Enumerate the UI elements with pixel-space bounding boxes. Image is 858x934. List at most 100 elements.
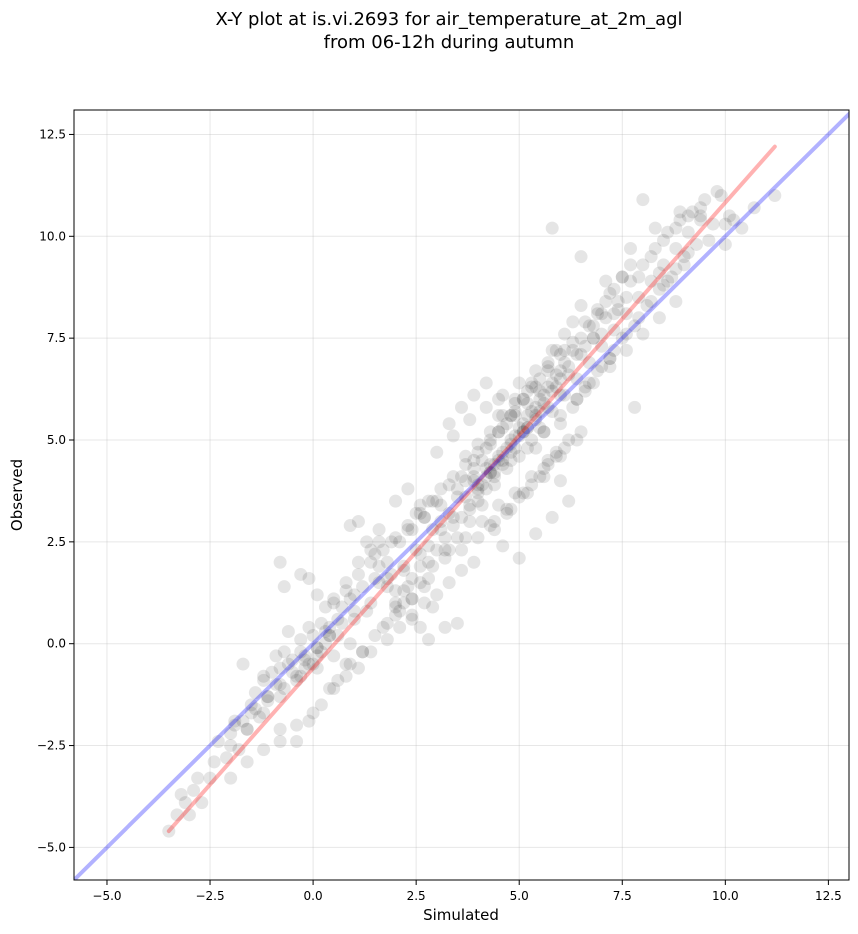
scatter-point — [479, 441, 493, 455]
scatter-point — [438, 543, 452, 557]
scatter-point — [533, 421, 547, 435]
scatter-point — [360, 535, 374, 549]
scatter-point — [389, 531, 403, 545]
scatter-point — [351, 567, 365, 581]
scatter-point — [644, 274, 658, 288]
scatter-point — [586, 331, 600, 345]
scatter-point — [310, 588, 324, 602]
scatter-point — [248, 702, 262, 716]
scatter-point — [187, 783, 201, 797]
scatter-point — [467, 388, 481, 402]
scatter-point — [343, 657, 357, 671]
scatter-point — [529, 380, 543, 394]
scatter-point — [768, 189, 782, 203]
scatter-point — [372, 535, 386, 549]
scatter-point — [294, 669, 308, 683]
scatter-point — [525, 404, 539, 418]
x-tick-label: 12.5 — [815, 889, 842, 903]
scatter-point — [537, 462, 551, 476]
scatter-point — [182, 808, 196, 822]
one-to-one-line — [74, 112, 849, 880]
scatter-point — [257, 743, 271, 757]
scatter-point — [537, 470, 551, 484]
scatter-point — [426, 600, 440, 614]
scatter-point — [380, 572, 394, 586]
scatter-point — [475, 498, 489, 512]
scatter-point — [529, 527, 543, 541]
scatter-point — [405, 612, 419, 626]
scatter-point — [413, 547, 427, 561]
scatter-point — [529, 413, 543, 427]
scatter-point — [492, 425, 506, 439]
scatter-point — [417, 510, 431, 524]
scatter-point — [520, 409, 534, 423]
scatter-point — [302, 714, 316, 728]
scatter-point — [434, 514, 448, 528]
scatter-point — [277, 580, 291, 594]
scatter-point — [529, 409, 543, 423]
scatter-point — [356, 580, 370, 594]
scatter-point — [446, 519, 460, 533]
scatter-point — [553, 388, 567, 402]
scatter-point — [595, 327, 609, 341]
scatter-point — [195, 796, 209, 810]
y-tick-label: −5.0 — [37, 840, 66, 854]
scatter-point — [558, 343, 572, 357]
scatter-point — [562, 494, 576, 508]
scatter-point — [327, 682, 341, 696]
scatter-point — [479, 482, 493, 496]
scatter-point — [339, 584, 353, 598]
scatter-point — [529, 364, 543, 378]
scatter-point — [628, 400, 642, 414]
scatter-point — [401, 482, 415, 496]
scatter-point — [541, 356, 555, 370]
scatter-point — [545, 510, 559, 524]
scatter-point — [438, 551, 452, 565]
scatter-point — [508, 404, 522, 418]
scatter-point — [178, 796, 192, 810]
scatter-point — [487, 466, 501, 480]
scatter-point — [347, 612, 361, 626]
x-tick-label: 5.0 — [510, 889, 529, 903]
scatter-point — [298, 661, 312, 675]
scatter-point — [553, 449, 567, 463]
scatter-point — [611, 294, 625, 308]
scatter-point — [487, 478, 501, 492]
scatter-point — [487, 457, 501, 471]
scatter-point — [426, 523, 440, 537]
scatter-point — [504, 437, 518, 451]
scatter-point — [520, 441, 534, 455]
scatter-point — [661, 274, 675, 288]
scatter-point — [574, 425, 588, 439]
scatter-point — [257, 673, 271, 687]
scatter-point — [508, 396, 522, 410]
scatter-point — [512, 449, 526, 463]
scatter-point — [520, 396, 534, 410]
scatter-point — [549, 445, 563, 459]
scatter-point — [496, 457, 510, 471]
scatter-point — [591, 364, 605, 378]
scatter-point — [545, 221, 559, 235]
scatter-point — [595, 339, 609, 353]
scatter-point — [652, 311, 666, 325]
x-tick-label: −5.0 — [92, 889, 121, 903]
scatter-point — [306, 706, 320, 720]
scatter-point — [574, 347, 588, 361]
scatter-point — [504, 453, 518, 467]
scatter-point — [661, 225, 675, 239]
scatter-point — [545, 384, 559, 398]
scatter-point — [681, 246, 695, 260]
scatter-point — [562, 433, 576, 447]
scatter-point — [191, 771, 205, 785]
scatter-point — [384, 535, 398, 549]
scatter-point — [549, 380, 563, 394]
scatter-point — [578, 380, 592, 394]
scatter-point — [578, 339, 592, 353]
scatter-point — [586, 319, 600, 333]
scatter-point — [615, 270, 629, 284]
scatter-point — [570, 392, 584, 406]
scatter-point — [434, 482, 448, 496]
scatter-point — [483, 466, 497, 480]
scatter-point — [504, 409, 518, 423]
scatter-point — [632, 311, 646, 325]
